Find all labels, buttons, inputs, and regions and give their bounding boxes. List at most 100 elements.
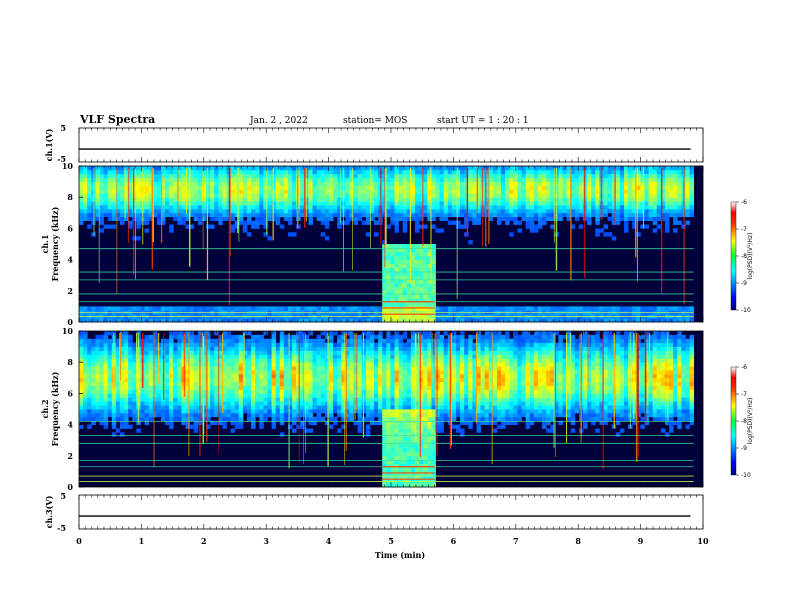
spectrogram-cell xyxy=(279,432,285,437)
spectrogram-cell xyxy=(492,185,498,190)
spectrogram-cell xyxy=(492,166,498,171)
spectrogram-cell xyxy=(144,412,150,418)
spectrogram-cell xyxy=(525,181,531,186)
spectrogram-cell xyxy=(689,318,695,323)
spectrogram-cell xyxy=(398,205,404,210)
spectrogram-cell xyxy=(210,420,215,425)
spectrogram-cell xyxy=(279,393,285,398)
spectrogram-cell xyxy=(144,397,150,402)
spectrogram-cell xyxy=(521,212,527,218)
spectrogram-cell xyxy=(214,208,219,214)
spectrogram-cell xyxy=(423,271,428,276)
spectrogram-cell xyxy=(406,173,412,179)
spectrogram-cell xyxy=(132,208,137,214)
spectrogram-cell xyxy=(570,212,576,218)
spectrogram-cell xyxy=(148,397,154,402)
spectrogram-cell xyxy=(537,185,543,190)
spectrogram-cell xyxy=(427,216,432,221)
spectrogram-cell xyxy=(156,381,162,386)
spectrogram-cell xyxy=(333,177,338,182)
spectrogram-cell xyxy=(386,244,391,249)
spectrogram-cell xyxy=(234,424,240,429)
spectrogram-cell xyxy=(554,318,559,323)
spectrogram-cell xyxy=(87,166,92,171)
spectrogram-cell xyxy=(255,205,260,210)
spectrogram-cell xyxy=(337,405,342,410)
spectrogram-cell xyxy=(496,166,502,171)
spectrogram-cell xyxy=(214,201,219,206)
spectrogram-cell xyxy=(107,205,113,210)
spectrogram-cell xyxy=(517,201,522,206)
spectrogram-cell xyxy=(509,169,514,175)
spectrogram-cell xyxy=(251,318,256,323)
spectrogram-cell xyxy=(95,208,100,214)
spectrogram-cell xyxy=(79,318,84,323)
spectrogram-cell xyxy=(160,318,166,323)
spectrogram-cell xyxy=(152,362,158,367)
spectrogram-cell xyxy=(324,397,330,402)
spectrogram-cell xyxy=(603,193,608,198)
spectrogram-cell xyxy=(562,166,568,171)
spectrogram-cell xyxy=(279,362,285,367)
spectrogram-cell xyxy=(181,193,186,198)
spectrogram-cell xyxy=(382,451,387,457)
spectrogram-cell xyxy=(283,185,289,190)
spectrogram-cell xyxy=(275,362,281,367)
ch1-ytick-bottom: -5 xyxy=(57,154,66,164)
spectrogram-cell xyxy=(238,393,244,398)
spectrogram-cell xyxy=(419,251,424,257)
spectrogram-cell xyxy=(419,173,424,179)
spectrogram-cell xyxy=(210,306,215,311)
spectrogram-cell xyxy=(160,397,166,402)
spectrogram-cell xyxy=(189,416,195,422)
spectrogram-cell xyxy=(136,201,141,206)
spectrogram-cell xyxy=(320,177,326,182)
spectrogram-cell xyxy=(349,181,354,186)
spectrogram-cell xyxy=(439,193,445,198)
spectrogram-cell xyxy=(234,177,240,182)
spectrogram-cell xyxy=(275,205,281,210)
spectrogram-cell xyxy=(91,338,96,344)
spectrogram-cell xyxy=(267,185,272,190)
spectrogram-cell xyxy=(136,185,141,190)
spectrogram-cell xyxy=(87,373,92,379)
spectrogram-cell xyxy=(99,412,104,418)
spectrogram-cell xyxy=(574,216,580,221)
spectrogram-cell xyxy=(201,212,207,218)
spectrogram-cell xyxy=(238,185,244,190)
spectrogram-cell xyxy=(124,189,129,194)
spectrogram-cell xyxy=(570,318,576,323)
spectrogram-cell xyxy=(398,189,404,194)
spectrogram-cell xyxy=(206,189,211,194)
spectrogram-cell xyxy=(562,306,568,311)
spectrogram-cell xyxy=(210,173,215,179)
spectrogram-cell xyxy=(259,362,264,367)
spectrogram-cell xyxy=(505,201,510,206)
spectrogram-cell xyxy=(574,181,580,186)
spectrogram-cell xyxy=(300,381,305,386)
spectrogram-cell xyxy=(648,177,654,182)
spectrogram-cell xyxy=(210,201,215,206)
spectrogram-cell xyxy=(443,185,449,190)
spectrogram-cell xyxy=(574,193,580,198)
spectrogram-cell xyxy=(394,283,400,288)
spectrogram-cell xyxy=(402,185,408,190)
spectrogram-cell xyxy=(320,173,326,179)
spectrogram-cell xyxy=(378,318,383,323)
spectrogram-cell xyxy=(210,216,215,221)
spectrogram-cell xyxy=(242,346,248,351)
spectrogram-cell xyxy=(287,397,293,402)
spectrogram-cell xyxy=(488,197,494,202)
spectrogram-cell xyxy=(181,173,186,179)
spectrogram-cell xyxy=(345,193,350,198)
spectrogram-cell xyxy=(341,338,346,344)
spectrogram-cell xyxy=(419,205,424,210)
spectrogram-cell xyxy=(410,251,416,257)
ch1-spectrogram-image xyxy=(79,166,703,323)
spectrogram-cell xyxy=(443,169,449,175)
spectrogram-cell xyxy=(689,201,695,206)
spectrogram-cell xyxy=(287,385,293,390)
spectrogram-cell xyxy=(91,177,96,182)
spectrogram-cell xyxy=(529,228,535,233)
